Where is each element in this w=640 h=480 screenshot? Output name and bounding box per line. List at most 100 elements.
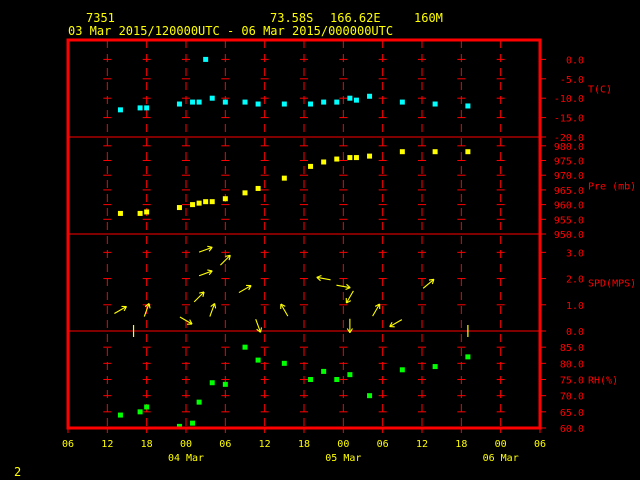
wind-arrow-head [228, 255, 231, 261]
wind-arrow-shaft [345, 290, 354, 304]
pressure-point [353, 155, 359, 161]
pressure-point [334, 156, 340, 162]
y-tick-label: 60.0 [560, 424, 584, 435]
temperature-point [308, 101, 314, 107]
wind-arrow-head [225, 254, 231, 257]
temperature-point [196, 99, 202, 105]
wind-arrow-head [428, 278, 434, 281]
wind-arrow-head [144, 303, 150, 307]
page-number: 2 [14, 465, 22, 479]
wind-arrow [316, 275, 331, 282]
wind-arrow [255, 318, 263, 333]
temperature-point [367, 93, 373, 99]
temperature-point [176, 101, 182, 107]
wind-arrow-head [208, 270, 213, 276]
wind-arrow-head [148, 303, 151, 309]
rh-point [117, 412, 123, 418]
y-tick-label: 70.0 [560, 392, 584, 403]
date-label: 05 Mar [325, 453, 361, 464]
y-tick-label: 80.0 [560, 359, 584, 370]
wind-arrow-head [202, 291, 205, 297]
wind-arrow-head [207, 269, 213, 272]
temperature-point [334, 99, 340, 105]
wind-arrow [219, 254, 231, 266]
rh-point [209, 380, 215, 386]
wind-arrow-head [389, 321, 393, 327]
wind-arrow-head [199, 291, 205, 294]
wind-arrow [238, 284, 252, 294]
wind-arrow [143, 303, 151, 317]
pressure-point [465, 149, 471, 155]
rh-point [281, 360, 287, 366]
y-tick-label: 955.0 [554, 215, 584, 226]
wind-arrow-head [316, 276, 321, 282]
wind-arrow-head [208, 246, 213, 252]
rh-point [321, 368, 327, 374]
wind-arrow-head [256, 328, 261, 333]
wind-arrow [372, 303, 381, 317]
pressure-point [137, 210, 143, 216]
wind-arrow-shaft [238, 285, 252, 294]
temperature-point [432, 101, 438, 107]
wind-arrow [280, 303, 289, 317]
pressure-point [321, 159, 327, 165]
wind-arrow-shaft [143, 303, 150, 317]
temperature-point [347, 95, 353, 101]
wind-arrow [345, 290, 354, 304]
date-label: 04 Mar [168, 453, 204, 464]
pressure-point [222, 196, 228, 202]
rh-point [222, 381, 228, 387]
pressure-point [209, 199, 215, 205]
y-tick-label: 85.0 [560, 343, 584, 354]
y-tick-label: 965.0 [554, 186, 584, 197]
pressure-point [399, 149, 405, 155]
wind-arrow-shaft [372, 303, 381, 317]
wind-arrow-head [374, 303, 380, 307]
wind-arrow-head [431, 279, 435, 285]
rh-point [367, 393, 373, 399]
pressure-point [176, 205, 182, 211]
wind-arrow [114, 305, 127, 315]
pressure-point [308, 163, 314, 169]
wind-arrow-head [214, 303, 217, 309]
rh-point [144, 404, 150, 410]
wind-arrow-shaft [255, 318, 262, 333]
pressure-point [367, 153, 373, 159]
longitude: 166.62E [330, 11, 381, 25]
temperature-point [203, 56, 209, 62]
wind-arrow-head [210, 303, 215, 307]
pressure-point [203, 199, 209, 205]
time-period: 03 Mar 2015/120000UTC - 06 Mar 2015/0000… [68, 24, 394, 38]
y-tick-label: 980.0 [554, 142, 584, 153]
temperature-point [209, 95, 215, 101]
y-tick-label: 950.0 [554, 230, 584, 241]
wind-arrow [193, 291, 205, 303]
rh-point [399, 367, 405, 373]
wind-arrow-head [189, 319, 193, 325]
x-tick-label: 18 [298, 439, 310, 450]
x-tick-label: 18 [141, 439, 153, 450]
temperature-point [222, 99, 228, 105]
panel-label: RH(%) [588, 376, 618, 387]
wind-arrow-shaft [193, 291, 205, 303]
temperature-point [353, 97, 359, 103]
y-tick-label: 3.0 [566, 248, 584, 259]
rh-point [347, 372, 353, 378]
rh-point [308, 377, 314, 382]
wind-arrow-head [259, 327, 263, 333]
rh-point [255, 357, 261, 363]
rh-point [242, 344, 248, 350]
pressure-point [281, 175, 287, 181]
y-tick-label: -10.0 [554, 94, 584, 105]
rh-point [432, 364, 438, 370]
temperature-point [281, 101, 287, 107]
date-label: 06 Mar [483, 453, 519, 464]
y-tick-label: 1.0 [566, 301, 584, 312]
wind-arrow-shaft [209, 303, 216, 317]
y-tick-label: 2.0 [566, 275, 584, 286]
wind-arrow-shaft [114, 306, 127, 315]
wind-arrow-head [346, 283, 351, 289]
rh-point [137, 409, 143, 415]
y-tick-label: -15.0 [554, 114, 584, 125]
